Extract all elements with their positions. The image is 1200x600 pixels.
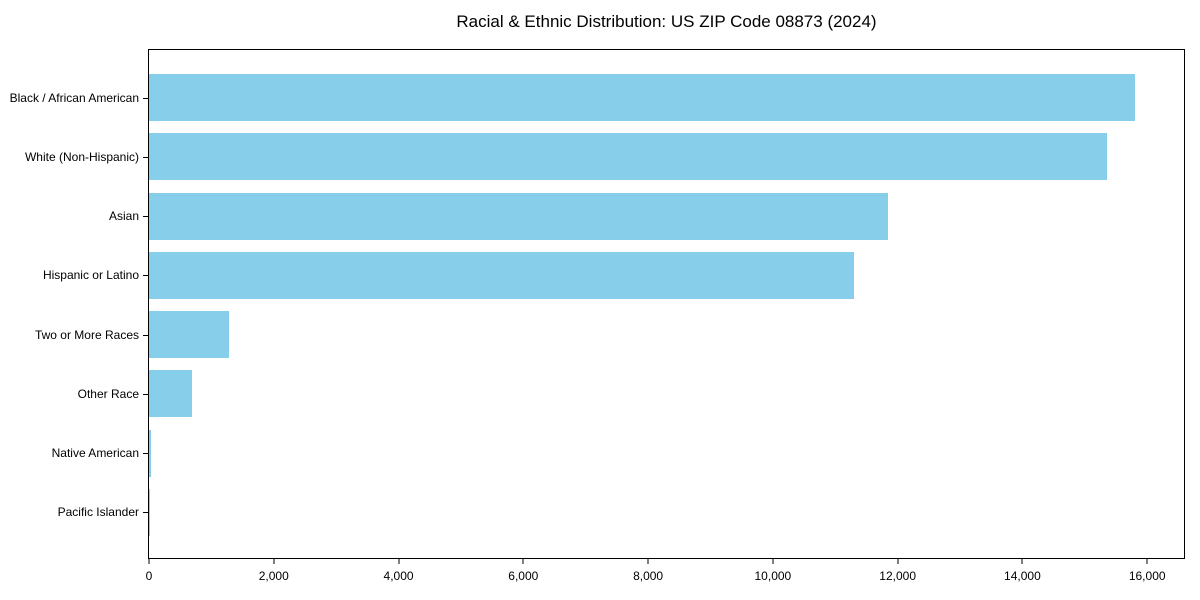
- bar-row: Black / African American: [10, 68, 1184, 127]
- x-axis-tick: [398, 559, 400, 564]
- y-axis-label: Native American: [51, 446, 139, 461]
- y-axis-tick: [143, 512, 148, 514]
- bar-row: Two or More Races: [35, 305, 1184, 364]
- x-axis-tick: [772, 559, 774, 564]
- x-axis-tick-label: 16,000: [1128, 569, 1166, 583]
- chart-title: Racial & Ethnic Distribution: US ZIP Cod…: [456, 12, 877, 31]
- bar: [149, 370, 193, 418]
- x-axis-tick: [1021, 559, 1023, 564]
- y-axis-label: Black / African American: [9, 90, 139, 105]
- bar-row: White (Non-Hispanic): [25, 127, 1184, 186]
- x-axis-tick: [1146, 559, 1148, 564]
- x-axis-tick-label: 12,000: [879, 569, 916, 583]
- bar: [149, 192, 889, 240]
- bar-rows-container: Black / African American White (Non-Hispa…: [10, 50, 1184, 558]
- bar-row: Other Race: [78, 364, 1184, 423]
- y-axis-label: Pacific Islander: [57, 505, 139, 520]
- x-axis-tick: [522, 559, 524, 564]
- x-axis-tick-label: 10,000: [754, 569, 792, 583]
- bar-row: Pacific Islander: [58, 483, 1184, 542]
- bar: [149, 251, 854, 299]
- y-axis-tick: [143, 334, 148, 336]
- bar-row: Hispanic or Latino: [43, 246, 1184, 305]
- y-axis-tick: [143, 275, 148, 277]
- x-axis-tick: [148, 559, 150, 564]
- x-axis-tick-label: 14,000: [1004, 569, 1041, 583]
- y-axis-label: White (Non-Hispanic): [24, 149, 139, 164]
- plot-area: Black / African American White (Non-Hispa…: [10, 49, 1185, 583]
- x-axis-tick: [897, 559, 899, 564]
- y-axis-label: Other Race: [77, 386, 139, 401]
- x-axis-tick: [647, 559, 649, 564]
- x-axis-tick: [273, 559, 275, 564]
- y-axis-tick: [143, 216, 148, 218]
- x-axis-tick-label: 4,000: [383, 569, 414, 583]
- bar: [149, 311, 229, 359]
- bar: [149, 74, 1135, 122]
- bar: [149, 133, 1107, 181]
- bar-row: Native American: [52, 424, 1184, 483]
- y-axis-tick: [143, 453, 148, 455]
- x-axis-tick-label: 2,000: [258, 569, 289, 583]
- x-axis-tick-label: 6,000: [508, 569, 539, 583]
- y-axis-label: Two or More Races: [34, 327, 139, 342]
- y-axis-tick: [143, 393, 148, 395]
- bar-row: Asian: [109, 187, 1184, 246]
- y-axis-tick: [143, 156, 148, 158]
- y-axis-label: Hispanic or Latino: [42, 268, 139, 283]
- x-axis-tick-label: 8,000: [633, 569, 664, 583]
- bar: [149, 429, 151, 477]
- y-axis-label: Asian: [108, 209, 139, 224]
- bar: [149, 488, 150, 536]
- x-axis-tick-label: 0: [145, 569, 153, 583]
- y-axis-tick: [143, 97, 148, 99]
